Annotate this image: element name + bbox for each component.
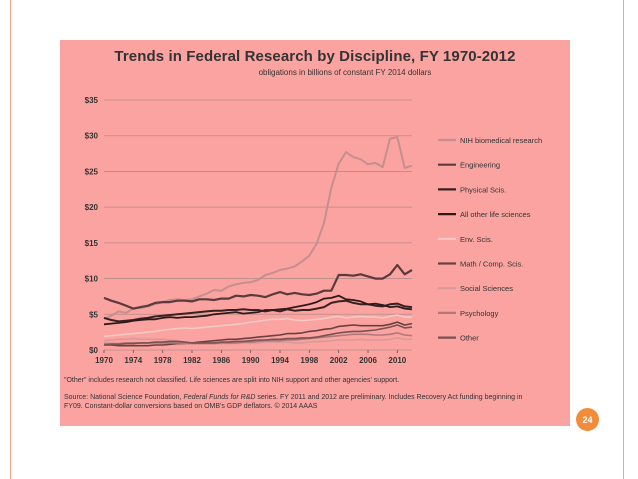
x-tick-label: 2002: [330, 356, 348, 365]
y-tick-label: $20: [85, 203, 99, 212]
series-line: [103, 314, 412, 338]
x-tick-label: 1978: [154, 356, 172, 365]
line-chart: $0 $5 $10 $15 $20 $25 $30 $35 1970 1974 1978 1982 19…: [85, 96, 542, 365]
series-line: [103, 263, 413, 310]
chart-source: Source: National Science Foundation, Fed…: [64, 393, 534, 411]
y-tick-label: $15: [85, 239, 99, 248]
legend-label: Physical Scis.: [460, 185, 506, 194]
series-line: [103, 324, 413, 346]
series-line: [103, 136, 413, 320]
page-number-badge: 24: [576, 408, 599, 431]
legend-label: Social Sciences: [460, 284, 513, 293]
y-tick-label: $10: [85, 275, 99, 284]
source-prefix: Source: National Science Foundation,: [64, 394, 184, 401]
legend-label: Psychology: [460, 309, 499, 318]
y-tick-label: $35: [85, 96, 99, 105]
legend-label: Env. Scis.: [460, 235, 493, 244]
chart-footnote: "Other" includes research not classified…: [64, 377, 400, 384]
x-tick-label: 1982: [183, 356, 201, 365]
legend-label: Other: [460, 334, 479, 343]
y-tick-label: $25: [85, 167, 99, 176]
series-line: [103, 294, 413, 326]
source-suffix: series. FY 2011 and 2012 are preliminary…: [64, 394, 523, 410]
x-tick-label: 1990: [242, 356, 260, 365]
source-italic: Federal Funds for R&D: [183, 394, 256, 401]
x-tick-label: 1974: [124, 356, 142, 365]
x-tick-label: 1970: [95, 356, 113, 365]
legend-label: NIH biomedical research: [460, 136, 542, 145]
chart-title: Trends in Federal Research by Discipline…: [114, 48, 516, 65]
chart-subtitle: obligations in billions of constant FY 2…: [258, 68, 432, 77]
y-tick-label: $5: [89, 310, 98, 319]
x-tick-label: 2006: [359, 356, 377, 365]
y-tick-label: $30: [85, 132, 99, 141]
chart-panel: Trends in Federal Research by Discipline…: [60, 40, 570, 426]
series-line: [104, 321, 413, 347]
right-rule: [623, 0, 624, 479]
x-tick-label: 1994: [271, 356, 289, 365]
y-tick-label: $0: [89, 346, 98, 355]
x-tick-label: 2010: [388, 356, 406, 365]
left-rule: [10, 0, 11, 479]
legend-label: Engineering: [460, 161, 500, 170]
x-tick-label: 1986: [212, 356, 230, 365]
series-line: [103, 337, 412, 345]
legend-label: All other life sciences: [460, 210, 531, 219]
legend-label: Math / Comp. Scis.: [460, 260, 523, 269]
x-tick-label: 1998: [300, 356, 318, 365]
series-line: [103, 299, 413, 323]
